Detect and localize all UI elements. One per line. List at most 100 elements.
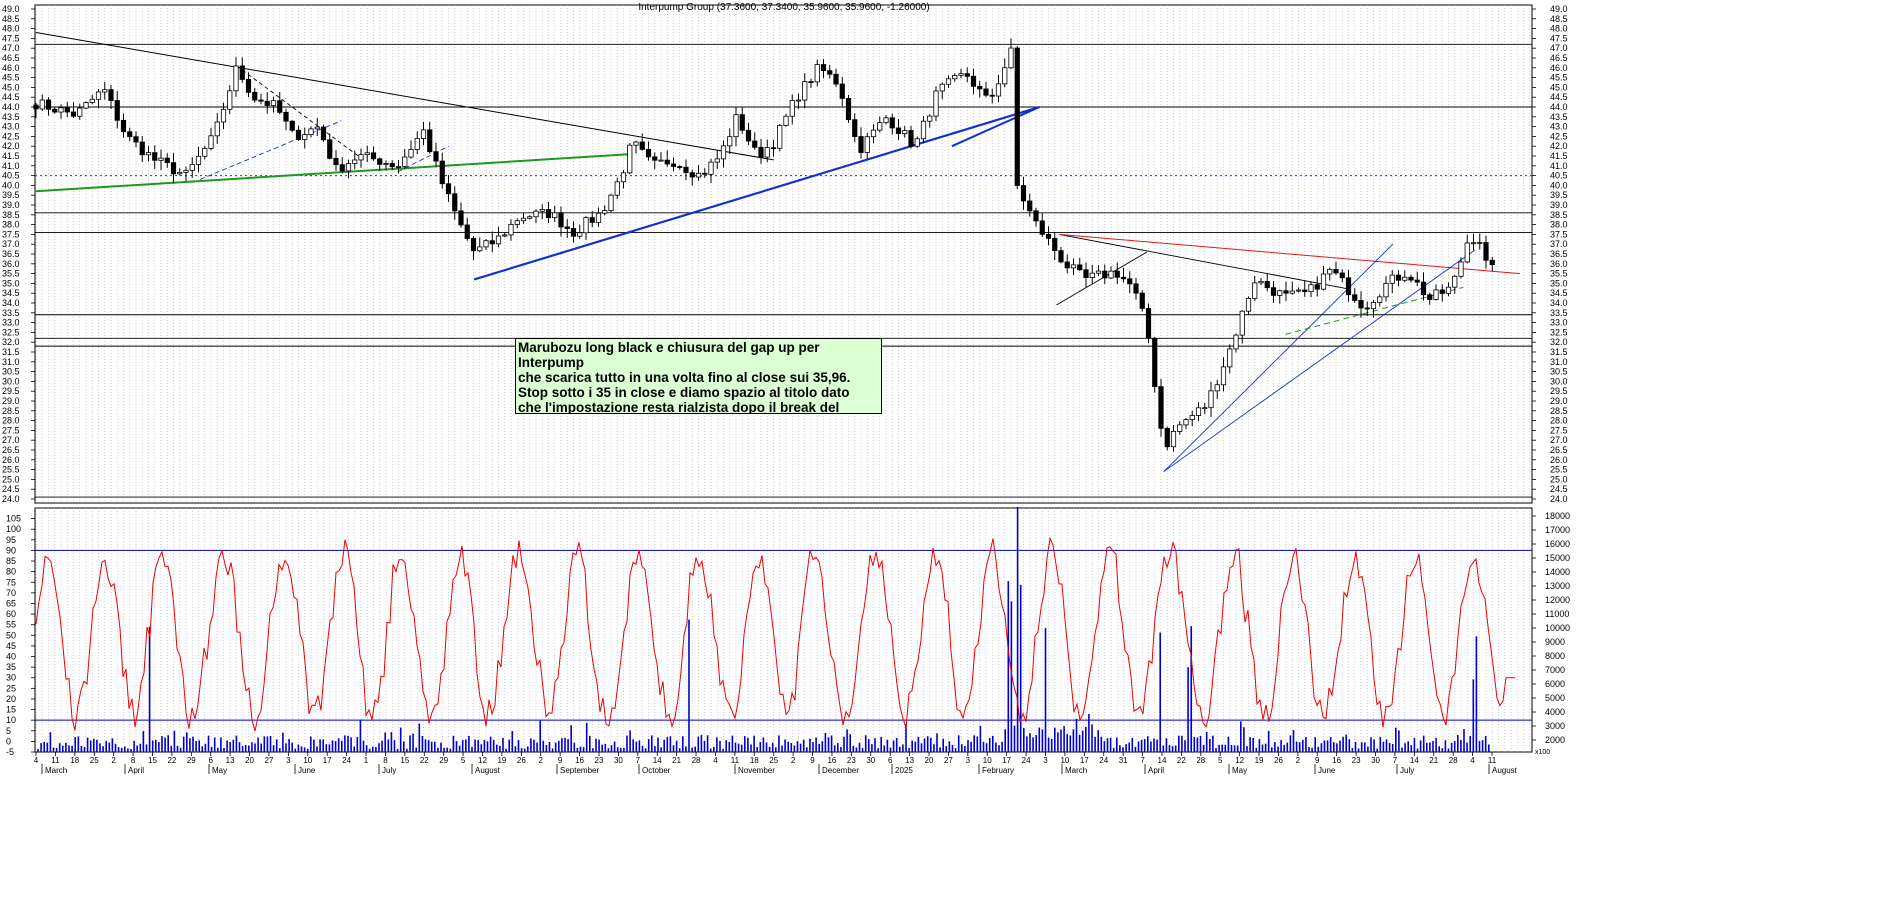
- candle-body: [752, 140, 758, 148]
- candle-body: [1214, 384, 1220, 392]
- candle-body: [802, 81, 808, 101]
- annotation-box: Marubozu long black e chiusura del gap u…: [515, 338, 882, 414]
- candle-body: [145, 152, 152, 156]
- y-tick-label-left: 33.0: [2, 318, 20, 328]
- volume-tick-right: 14000: [1545, 567, 1570, 577]
- candle-body: [439, 160, 445, 185]
- candle-body: [1383, 282, 1389, 298]
- y-tick-label-left: 46.5: [2, 53, 20, 63]
- y-tick-label-right: 41.5: [1550, 151, 1568, 161]
- y-tick-label-right: 34.0: [1550, 298, 1568, 308]
- trendline-green: [35, 153, 633, 193]
- candle-body: [1008, 47, 1014, 69]
- candle-body: [1189, 415, 1195, 421]
- y-tick-label-right: 37.5: [1550, 229, 1568, 239]
- trendline-downtrend: [35, 32, 774, 161]
- candle-body: [1102, 270, 1108, 279]
- indicator-tick-left: -5: [6, 747, 14, 757]
- candle-body: [1195, 407, 1202, 416]
- x-day-tick-label: 20: [925, 756, 934, 765]
- indicator-tick-left: 0: [6, 736, 11, 746]
- y-tick-label-right: 38.5: [1550, 210, 1568, 220]
- candle-body: [689, 172, 695, 178]
- y-tick-label-left: 27.0: [2, 435, 20, 445]
- x-day-tick-label: 2: [539, 756, 544, 765]
- candle-body: [183, 169, 189, 173]
- y-tick-label-right: 35.5: [1550, 269, 1568, 279]
- indicator-tick-left: 25: [6, 683, 16, 693]
- x-day-tick-label: 6: [888, 756, 893, 765]
- candle-body: [677, 166, 683, 168]
- indicator-tick-left: 35: [6, 662, 16, 672]
- y-tick-label-left: 26.5: [2, 445, 20, 455]
- x-day-tick-label: 8: [383, 756, 388, 765]
- candle-body: [708, 161, 714, 175]
- candle-body: [420, 129, 427, 139]
- y-tick-label-left: 37.0: [2, 239, 20, 249]
- indicator-tick-left: 70: [6, 588, 16, 598]
- candle-body: [764, 147, 770, 158]
- candle-body: [820, 64, 827, 72]
- candle-body: [1358, 300, 1364, 309]
- candle-body: [745, 129, 752, 142]
- candle-body: [220, 108, 227, 123]
- candle-body: [833, 73, 839, 85]
- y-tick-label-left: 27.5: [2, 425, 20, 435]
- volume-tick-right: 9000: [1545, 637, 1565, 647]
- candle-body: [302, 134, 308, 140]
- x-day-tick-label: 2: [111, 756, 116, 765]
- candle-body: [1389, 274, 1395, 284]
- x-day-tick-label: 7: [1140, 756, 1145, 765]
- candle-body: [933, 90, 939, 117]
- candle-body: [1152, 337, 1158, 387]
- candle-body: [1427, 294, 1433, 300]
- y-tick-label-right: 32.5: [1550, 327, 1568, 337]
- x-day-tick-label: 23: [595, 756, 604, 765]
- candle-body: [1314, 284, 1320, 290]
- candle-body: [558, 212, 564, 228]
- x-day-tick-label: 21: [1429, 756, 1438, 765]
- x-day-tick-label: 30: [866, 756, 875, 765]
- y-tick-label-left: 39.5: [2, 190, 20, 200]
- x-day-tick-label: 2: [1296, 756, 1301, 765]
- indicator-tick-left: 85: [6, 556, 16, 566]
- candle-body: [233, 65, 239, 92]
- candle-body: [1220, 366, 1227, 386]
- volume-tick-right: 10000: [1545, 623, 1570, 633]
- trendline-blue-dashed: [199, 120, 342, 180]
- x-axis: 4 11 18 25 2 8 15 22 29 6 13 20 27 3 10 17 24 1 8 15 22 29 5 12…: [34, 752, 1518, 775]
- candle-body: [358, 154, 364, 161]
- candle-body: [1270, 287, 1277, 296]
- candle-body: [1233, 334, 1239, 350]
- candle-body: [1095, 270, 1102, 274]
- candle-body: [1208, 390, 1214, 409]
- indicator-tick-left: 20: [6, 694, 16, 704]
- candle-body: [1483, 242, 1489, 261]
- x-day-tick-label: 29: [187, 756, 196, 765]
- candle-body: [189, 164, 195, 171]
- y-tick-label-left: 44.5: [2, 92, 20, 102]
- x-month-tick-label: March: [45, 766, 67, 775]
- candle-body: [39, 99, 45, 110]
- candle-body: [470, 238, 477, 252]
- y-tick-label-right: 30.5: [1550, 367, 1568, 377]
- candle-body: [783, 115, 789, 126]
- candle-body: [1283, 290, 1289, 294]
- indicator-tick-left: 95: [6, 535, 16, 545]
- x-month-tick-label: November: [738, 766, 775, 775]
- candle-body: [702, 172, 708, 175]
- y-tick-label-left: 33.5: [2, 308, 20, 318]
- candle-body: [127, 131, 133, 138]
- candle-body: [583, 217, 589, 234]
- y-tick-label-right: 45.0: [1550, 82, 1568, 92]
- candle-body: [1064, 261, 1070, 269]
- candle-body: [139, 141, 145, 156]
- indicator-tick-left: 10: [6, 715, 16, 725]
- candle-body: [364, 152, 370, 156]
- candle-body: [827, 70, 833, 75]
- candle-body: [1239, 310, 1245, 336]
- price-frame: [34, 4, 1533, 504]
- candle-body: [95, 91, 102, 100]
- indicator-panel: -505101520253035404550556065707580859095…: [6, 507, 1570, 757]
- y-tick-label-left: 41.0: [2, 161, 20, 171]
